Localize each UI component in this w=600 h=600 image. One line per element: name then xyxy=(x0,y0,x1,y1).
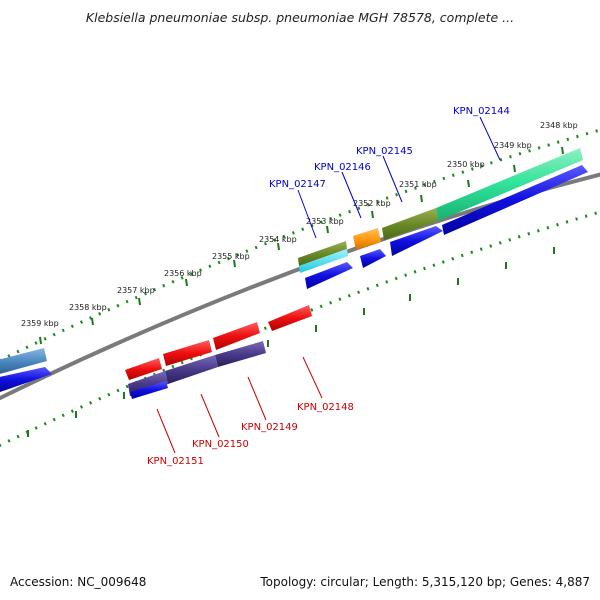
kbp-label: 2351 kbp xyxy=(399,180,437,189)
cds-arrow-forward[interactable] xyxy=(0,367,52,392)
feature-bar-olive-small[interactable] xyxy=(298,241,347,266)
outer-ruler-line xyxy=(0,128,600,362)
feature-bar-teal[interactable] xyxy=(436,148,583,221)
topology-summary: Topology: circular; Length: 5,315,120 bp… xyxy=(260,575,590,589)
forward-callouts xyxy=(297,116,501,239)
cds-arrow-forward[interactable] xyxy=(390,226,443,256)
gene-label-forward[interactable]: KPN_02146 xyxy=(314,162,371,173)
feature-bar-purple[interactable] xyxy=(165,355,218,384)
kbp-label: 2356 kbp xyxy=(164,269,202,278)
feature-bar-steel[interactable] xyxy=(0,348,47,376)
feature-bar-olive[interactable] xyxy=(382,208,438,240)
outer-ruler-ticks xyxy=(39,146,564,345)
cds-arrow-forward[interactable] xyxy=(305,262,353,289)
kbp-label: 2353 kbp xyxy=(306,217,344,226)
feature-bar-orange[interactable] xyxy=(353,228,381,250)
cds-arrow-reverse[interactable] xyxy=(268,305,312,331)
inner-ruler-line xyxy=(0,210,600,447)
gene-label-forward[interactable]: KPN_02145 xyxy=(356,146,413,157)
kbp-label: 2358 kbp xyxy=(69,303,107,312)
gene-label-reverse[interactable]: KPN_02148 xyxy=(297,402,354,413)
cds-arrow-reverse[interactable] xyxy=(163,340,212,366)
gene-label-forward[interactable]: KPN_02144 xyxy=(453,106,510,117)
kbp-label: 2349 kbp xyxy=(494,141,532,150)
inner-ruler-ticks xyxy=(27,247,555,437)
feature-bar-purple[interactable] xyxy=(215,341,266,367)
kbp-labels: 2348 kbp 2349 kbp 2350 kbp 2351 kbp 2352… xyxy=(21,121,578,328)
cds-arrow-forward[interactable] xyxy=(360,249,386,268)
gene-label-reverse[interactable]: KPN_02151 xyxy=(147,456,204,467)
feature-bar-cyan[interactable] xyxy=(299,249,348,273)
gene-label-reverse[interactable]: KPN_02150 xyxy=(192,439,249,450)
map-title: Klebsiella pneumoniae subsp. pneumoniae … xyxy=(85,10,515,25)
cds-arrow-reverse[interactable] xyxy=(213,322,260,350)
kbp-label: 2357 kbp xyxy=(117,286,155,295)
reverse-callouts xyxy=(156,356,323,454)
kbp-label: 2352 kbp xyxy=(353,199,391,208)
kbp-label: 2359 kbp xyxy=(21,319,59,328)
cds-arrow-blue-reverse[interactable] xyxy=(130,381,168,399)
kbp-label: 2354 kbp xyxy=(259,235,297,244)
cds-arrow-reverse[interactable] xyxy=(125,358,162,380)
accession-text: Accession: NC_009648 xyxy=(10,575,147,589)
gene-label-reverse[interactable]: KPN_02149 xyxy=(241,422,298,433)
genome-backbone xyxy=(0,172,600,401)
kbp-label: 2348 kbp xyxy=(540,121,578,130)
cds-arrow-forward[interactable] xyxy=(442,165,588,235)
kbp-label: 2355 kbp xyxy=(212,252,250,261)
gene-label-forward[interactable]: KPN_02147 xyxy=(269,179,326,190)
kbp-label: 2350 kbp xyxy=(447,160,485,169)
